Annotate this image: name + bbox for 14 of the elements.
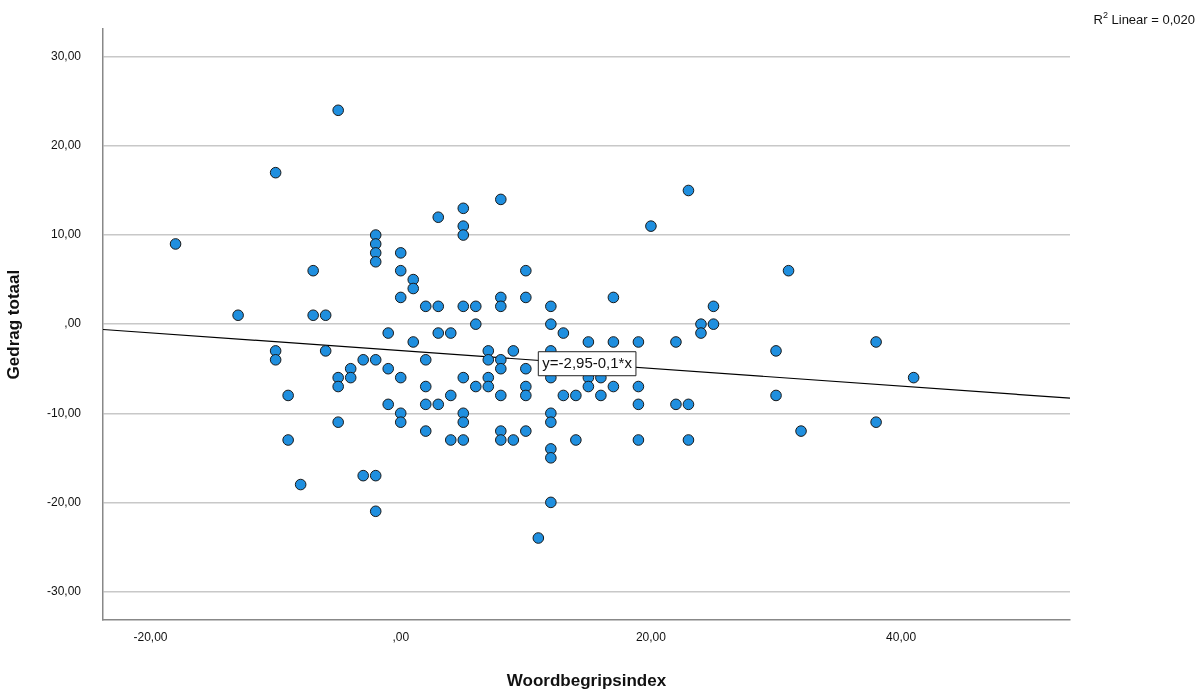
y-tick-label: 20,00 xyxy=(50,138,82,153)
y-tick-label: -30,00 xyxy=(46,583,82,598)
x-axis-title: Woordbegripsindex xyxy=(506,671,667,691)
y-tick-label: -10,00 xyxy=(46,405,82,420)
y-tick-label: 30,00 xyxy=(50,49,82,64)
x-tick-label: 20,00 xyxy=(635,629,667,644)
y-axis-title: Gedrag totaal xyxy=(3,269,23,380)
y-tick-label: 10,00 xyxy=(50,227,82,242)
annotation: y=-2,95-0,1*x xyxy=(542,353,633,371)
x-tick-label: -20,00 xyxy=(133,629,168,644)
y-tick-label: ,00 xyxy=(64,316,82,331)
x-tick-label: ,00 xyxy=(392,629,410,644)
x-tick-label: 40,00 xyxy=(886,629,917,644)
y-tick-label: -20,00 xyxy=(46,494,82,509)
